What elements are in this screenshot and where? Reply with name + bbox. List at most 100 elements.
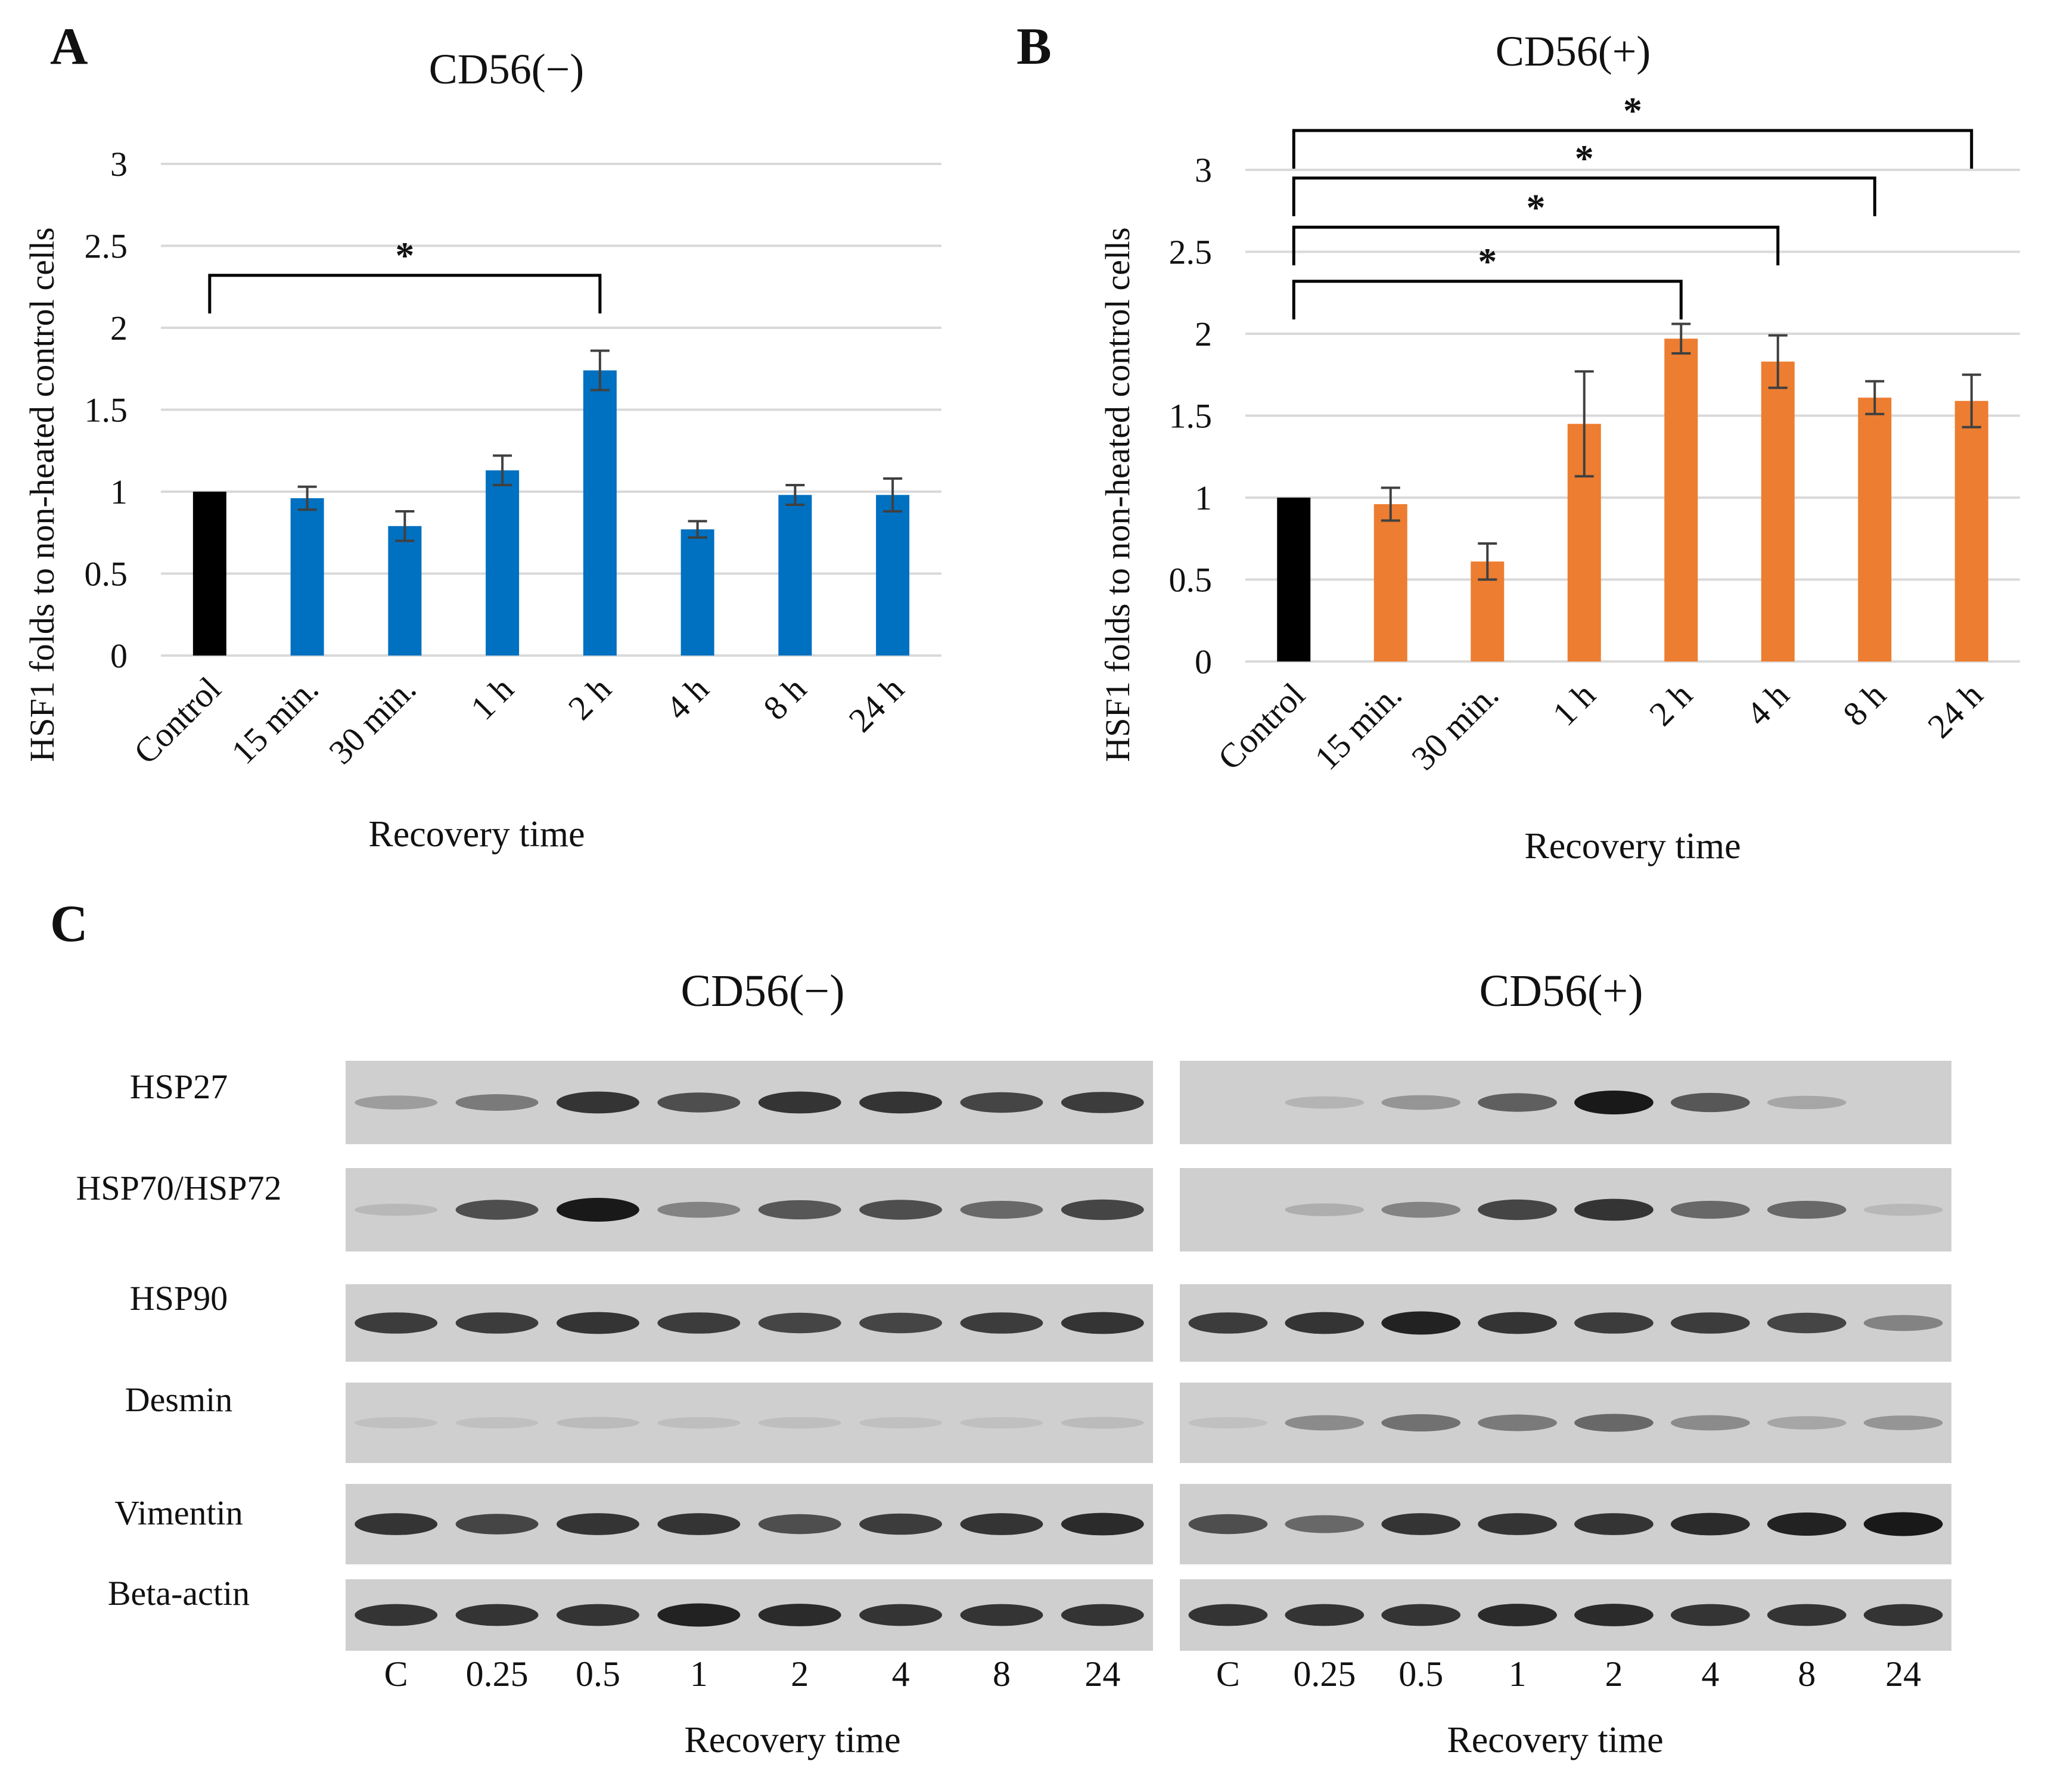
blot-band bbox=[1188, 1417, 1268, 1429]
error-bar bbox=[590, 349, 610, 392]
blot-band bbox=[1285, 1604, 1365, 1626]
x-tick-label: 30 min. bbox=[1404, 675, 1506, 777]
blot-band bbox=[859, 1513, 943, 1535]
blot-band bbox=[1061, 1312, 1144, 1334]
blot-strip-negative bbox=[346, 1383, 1153, 1463]
bar bbox=[1664, 338, 1698, 661]
bracket-line bbox=[1292, 225, 1780, 266]
blot-band bbox=[355, 1095, 438, 1110]
blot-band bbox=[657, 1201, 741, 1218]
bar bbox=[680, 529, 714, 656]
blot-band bbox=[1478, 1093, 1557, 1112]
error-bar bbox=[395, 510, 415, 542]
blot-band bbox=[960, 1092, 1043, 1113]
x-tick-label: 2 h bbox=[1642, 675, 1699, 733]
bar bbox=[486, 470, 520, 656]
blot-band bbox=[1188, 1514, 1268, 1535]
blot-lane-label: 0.5 bbox=[1398, 1654, 1444, 1694]
blot-band bbox=[758, 1604, 841, 1626]
y-tick-label: 0 bbox=[110, 636, 128, 675]
chart-title: CD56(+) bbox=[1496, 27, 1651, 75]
blot-lane-label: 1 bbox=[689, 1654, 708, 1694]
blot-strip-negative bbox=[346, 1168, 1153, 1251]
blot-lane-label: 0.25 bbox=[1293, 1654, 1356, 1694]
significance-star: * bbox=[1527, 186, 1546, 228]
blot-band bbox=[758, 1312, 841, 1334]
blot-band bbox=[1061, 1604, 1144, 1626]
blot-band bbox=[556, 1091, 639, 1114]
blot-title-negative: CD56(−) bbox=[680, 966, 845, 1016]
blot-band bbox=[1381, 1095, 1461, 1110]
y-tick-label: 1.5 bbox=[1169, 397, 1213, 436]
blot-band bbox=[1863, 1604, 1943, 1626]
bracket-line bbox=[1292, 176, 1876, 216]
significance-bracket: * bbox=[1292, 89, 1973, 169]
blot-lane-label: C bbox=[1216, 1654, 1240, 1694]
blot-band bbox=[960, 1312, 1043, 1334]
blot-band bbox=[556, 1417, 639, 1429]
blot-lane-label: 24 bbox=[1885, 1654, 1922, 1694]
significance-bracket: * bbox=[1292, 186, 1780, 266]
y-tick-label: 2 bbox=[1195, 315, 1212, 353]
blot-band bbox=[1061, 1199, 1144, 1220]
blot-band bbox=[355, 1604, 438, 1626]
bar bbox=[583, 370, 617, 656]
blot-band bbox=[355, 1203, 438, 1216]
y-tick-label: 1 bbox=[1195, 479, 1212, 517]
panel-letter-c: C bbox=[50, 895, 88, 953]
blot-band bbox=[758, 1200, 841, 1220]
blot-band bbox=[960, 1417, 1043, 1429]
blot-band bbox=[1478, 1312, 1557, 1334]
blot-band bbox=[1574, 1312, 1654, 1334]
x-tick-label: 4 h bbox=[658, 669, 716, 727]
blot-row-label-hsp27: HSP27 bbox=[129, 1067, 228, 1106]
blot-band bbox=[1574, 1414, 1654, 1432]
significance-star: * bbox=[395, 234, 414, 277]
blot-band bbox=[455, 1514, 539, 1535]
bar bbox=[1858, 397, 1892, 661]
blot-band bbox=[355, 1312, 438, 1334]
blot-band bbox=[859, 1417, 943, 1429]
blot-band bbox=[1381, 1311, 1461, 1335]
blot-band bbox=[1670, 1513, 1750, 1536]
blot-title-positive: CD56(+) bbox=[1479, 966, 1643, 1016]
y-tick-label: 2.5 bbox=[1169, 233, 1213, 272]
error-bar bbox=[1574, 370, 1594, 478]
bar bbox=[1761, 361, 1795, 661]
error-bar bbox=[785, 484, 805, 506]
blot-band bbox=[1188, 1604, 1268, 1626]
blot-band bbox=[556, 1513, 639, 1535]
blot-band bbox=[657, 1603, 741, 1627]
blot-strip-positive bbox=[1180, 1061, 1951, 1144]
bar bbox=[192, 492, 226, 656]
chart-title: CD56(−) bbox=[429, 45, 585, 93]
bar bbox=[1277, 498, 1311, 661]
blot-band bbox=[859, 1200, 943, 1220]
blot-band bbox=[1767, 1416, 1847, 1430]
blot-band bbox=[657, 1092, 741, 1113]
blot-band bbox=[1381, 1201, 1461, 1218]
significance-star: * bbox=[1575, 137, 1594, 179]
blot-band bbox=[1670, 1415, 1750, 1431]
blot-band bbox=[1670, 1200, 1750, 1219]
y-tick-label: 3 bbox=[110, 145, 128, 184]
bar bbox=[1373, 504, 1407, 661]
blot-band bbox=[859, 1604, 943, 1626]
bar bbox=[778, 495, 812, 656]
significance-bracket: * bbox=[1292, 240, 1683, 319]
panel-letter-b: B bbox=[1017, 18, 1052, 76]
error-bar bbox=[883, 477, 903, 513]
blot-band bbox=[355, 1417, 438, 1429]
blot-strip-positive bbox=[1180, 1579, 1951, 1651]
error-bar bbox=[1478, 542, 1497, 581]
blot-band bbox=[1863, 1203, 1943, 1216]
bar bbox=[290, 498, 324, 656]
blot-lane-label: 24 bbox=[1084, 1654, 1121, 1694]
blot-band bbox=[1574, 1091, 1654, 1114]
y-tick-label: 0.5 bbox=[1169, 561, 1213, 600]
blot-band bbox=[455, 1200, 539, 1220]
blot-lane-label: 8 bbox=[1798, 1654, 1816, 1694]
blot-band bbox=[1061, 1092, 1144, 1113]
blot-row-label-desmin: Desmin bbox=[125, 1380, 233, 1419]
